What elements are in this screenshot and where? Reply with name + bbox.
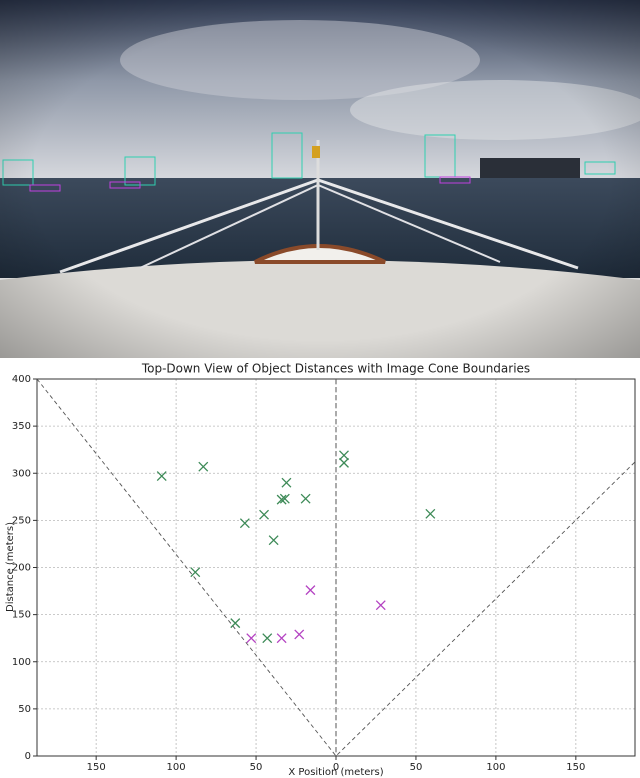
x-marker	[276, 494, 287, 505]
x-marker	[198, 461, 209, 472]
x-marker	[300, 493, 311, 504]
x-tick-label: 150	[87, 762, 106, 773]
x-tick-label: 100	[486, 762, 505, 773]
x-tick-label: 50	[250, 762, 263, 773]
x-marker	[339, 457, 349, 468]
y-tick-label: 0	[25, 751, 31, 762]
x-marker	[246, 633, 257, 644]
y-tick-label: 100	[12, 657, 31, 668]
x-marker	[281, 477, 292, 488]
y-tick-label: 150	[12, 610, 31, 621]
y-tick-label: 250	[12, 515, 31, 526]
y-tick-label: 400	[12, 374, 31, 385]
chart: Top-Down View of Object Distances with I…	[5, 362, 636, 778]
y-axis-label: Distance (meters)	[5, 522, 16, 612]
y-tick-label: 350	[12, 421, 31, 432]
chart-title: Top-Down View of Object Distances with I…	[141, 362, 530, 376]
x-marker	[279, 493, 290, 504]
x-marker	[262, 633, 273, 644]
x-tick-label: 50	[410, 762, 423, 773]
x-marker	[230, 618, 241, 629]
x-marker	[276, 633, 287, 644]
x-tick-label: 150	[566, 762, 585, 773]
camera-photo	[0, 0, 640, 358]
x-marker	[294, 629, 305, 640]
x-marker	[305, 585, 316, 596]
x-marker	[425, 508, 436, 519]
x-marker	[339, 450, 349, 461]
x-axis-label: X Position (meters)	[288, 767, 383, 778]
x-marker	[375, 600, 386, 611]
y-tick-label: 50	[18, 704, 31, 715]
y-tick-label: 200	[12, 563, 31, 574]
x-marker	[239, 518, 250, 529]
x-marker	[259, 509, 270, 520]
x-marker	[156, 471, 167, 482]
y-tick-label: 300	[12, 468, 31, 479]
x-marker	[190, 567, 201, 578]
x-tick-label: 100	[167, 762, 186, 773]
x-tick-label: 0	[333, 762, 339, 773]
x-marker	[268, 535, 279, 546]
